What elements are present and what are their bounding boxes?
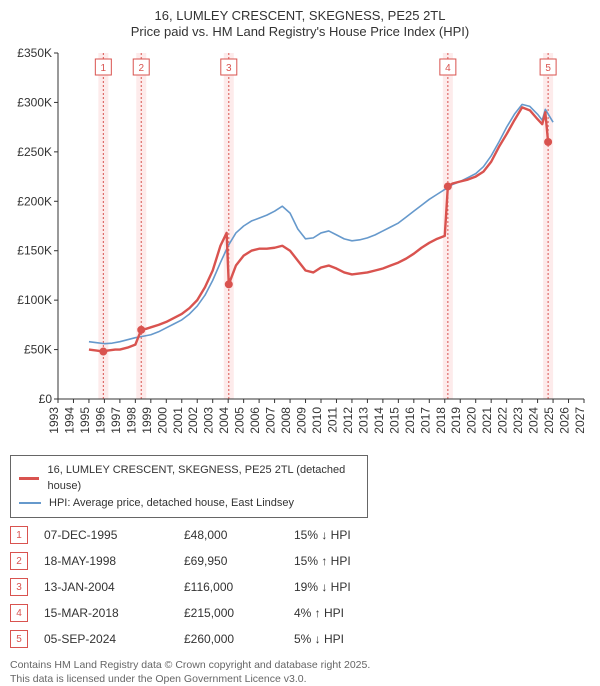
- svg-text:2: 2: [138, 63, 144, 74]
- svg-text:2006: 2006: [248, 406, 262, 433]
- svg-text:1994: 1994: [62, 406, 76, 433]
- svg-text:£300K: £300K: [17, 95, 52, 109]
- title-line1: 16, LUMLEY CRESCENT, SKEGNESS, PE25 2TL: [10, 8, 590, 24]
- svg-text:2013: 2013: [356, 406, 370, 433]
- svg-text:2023: 2023: [511, 406, 525, 433]
- svg-text:2000: 2000: [155, 406, 169, 433]
- chart-area: 1 2 3 4 5 £0 £50K £100K £150K £200K £250K £300K £350…: [10, 47, 590, 447]
- transaction-row: 3 13-JAN-2004£116,00019% ↓ HPI: [10, 578, 590, 596]
- transaction-badge: 2: [10, 552, 28, 570]
- transaction-price: £215,000: [184, 606, 294, 620]
- transaction-price: £116,000: [184, 580, 294, 594]
- footer-line2: This data is licensed under the Open Gov…: [10, 672, 590, 686]
- svg-text:£250K: £250K: [17, 144, 52, 158]
- svg-text:1996: 1996: [93, 406, 107, 433]
- svg-text:4: 4: [445, 63, 451, 74]
- transaction-list: 1 07-DEC-1995£48,00015% ↓ HPI 2 18-MAY-1998…: [10, 526, 590, 648]
- svg-text:1999: 1999: [140, 406, 154, 433]
- svg-text:2008: 2008: [279, 406, 293, 433]
- svg-text:£350K: £350K: [17, 47, 52, 60]
- transaction-delta: 19% ↓ HPI: [294, 580, 404, 594]
- transaction-delta: 15% ↓ HPI: [294, 528, 404, 542]
- transaction-row: 1 07-DEC-1995£48,00015% ↓ HPI: [10, 526, 590, 544]
- svg-text:2002: 2002: [186, 406, 200, 433]
- svg-text:1998: 1998: [124, 406, 138, 433]
- svg-text:£100K: £100K: [17, 293, 52, 307]
- svg-text:2009: 2009: [295, 406, 309, 433]
- svg-text:2024: 2024: [527, 406, 541, 433]
- svg-text:2027: 2027: [573, 406, 587, 433]
- footer: Contains HM Land Registry data © Crown c…: [10, 658, 590, 686]
- svg-text:2012: 2012: [341, 406, 355, 433]
- legend-label-blue: HPI: Average price, detached house, East…: [49, 495, 294, 512]
- svg-text:2020: 2020: [465, 406, 479, 433]
- title-block: 16, LUMLEY CRESCENT, SKEGNESS, PE25 2TL …: [10, 8, 590, 41]
- chart-svg: 1 2 3 4 5 £0 £50K £100K £150K £200K £250K £300K £350…: [10, 47, 590, 447]
- transaction-date: 18-MAY-1998: [44, 554, 184, 568]
- svg-text:£0: £0: [39, 392, 53, 406]
- transaction-row: 5 05-SEP-2024£260,0005% ↓ HPI: [10, 630, 590, 648]
- svg-text:£50K: £50K: [24, 342, 52, 356]
- legend-swatch-blue: [19, 502, 41, 504]
- transaction-price: £260,000: [184, 632, 294, 646]
- transaction-date: 15-MAR-2018: [44, 606, 184, 620]
- title-line2: Price paid vs. HM Land Registry's House …: [10, 24, 590, 40]
- transaction-badge: 3: [10, 578, 28, 596]
- transaction-badge: 1: [10, 526, 28, 544]
- svg-text:2026: 2026: [558, 406, 572, 433]
- transaction-badge: 5: [10, 630, 28, 648]
- legend-label-red: 16, LUMLEY CRESCENT, SKEGNESS, PE25 2TL …: [47, 462, 359, 495]
- transaction-delta: 4% ↑ HPI: [294, 606, 404, 620]
- legend-box: 16, LUMLEY CRESCENT, SKEGNESS, PE25 2TL …: [10, 455, 368, 519]
- plot-group: 1 2 3 4 5 £0 £50K £100K £150K £200K £250K £300K £350…: [17, 47, 587, 434]
- transaction-date: 13-JAN-2004: [44, 580, 184, 594]
- transaction-delta: 5% ↓ HPI: [294, 632, 404, 646]
- legend-row-blue: HPI: Average price, detached house, East…: [19, 495, 359, 512]
- footer-line1: Contains HM Land Registry data © Crown c…: [10, 658, 590, 672]
- transaction-price: £69,950: [184, 554, 294, 568]
- svg-text:2015: 2015: [387, 406, 401, 433]
- transaction-date: 07-DEC-1995: [44, 528, 184, 542]
- svg-text:2001: 2001: [171, 406, 185, 433]
- svg-text:1993: 1993: [47, 406, 61, 433]
- svg-text:3: 3: [226, 63, 232, 74]
- svg-text:2021: 2021: [480, 406, 494, 433]
- svg-text:2017: 2017: [418, 406, 432, 433]
- svg-text:1: 1: [101, 63, 107, 74]
- svg-text:2004: 2004: [217, 406, 231, 433]
- svg-text:5: 5: [545, 63, 551, 74]
- legend-swatch-red: [19, 477, 39, 480]
- svg-text:2022: 2022: [496, 406, 510, 433]
- svg-text:1997: 1997: [109, 406, 123, 433]
- svg-text:2018: 2018: [434, 406, 448, 433]
- svg-text:2014: 2014: [372, 406, 386, 433]
- svg-text:£200K: £200K: [17, 194, 52, 208]
- svg-text:2010: 2010: [310, 406, 324, 433]
- svg-text:2011: 2011: [325, 406, 339, 432]
- transaction-delta: 15% ↑ HPI: [294, 554, 404, 568]
- svg-text:1995: 1995: [78, 406, 92, 433]
- svg-text:2025: 2025: [542, 406, 556, 433]
- svg-text:2019: 2019: [449, 406, 463, 433]
- transaction-date: 05-SEP-2024: [44, 632, 184, 646]
- transaction-price: £48,000: [184, 528, 294, 542]
- legend-row-red: 16, LUMLEY CRESCENT, SKEGNESS, PE25 2TL …: [19, 462, 359, 495]
- transaction-row: 2 18-MAY-1998£69,95015% ↑ HPI: [10, 552, 590, 570]
- svg-text:£150K: £150K: [17, 243, 52, 257]
- svg-text:2007: 2007: [264, 406, 278, 433]
- transaction-badge: 4: [10, 604, 28, 622]
- svg-text:2003: 2003: [202, 406, 216, 433]
- figure-root: 16, LUMLEY CRESCENT, SKEGNESS, PE25 2TL …: [0, 0, 600, 650]
- transaction-row: 4 15-MAR-2018£215,0004% ↑ HPI: [10, 604, 590, 622]
- svg-text:2005: 2005: [233, 406, 247, 433]
- svg-text:2016: 2016: [403, 406, 417, 433]
